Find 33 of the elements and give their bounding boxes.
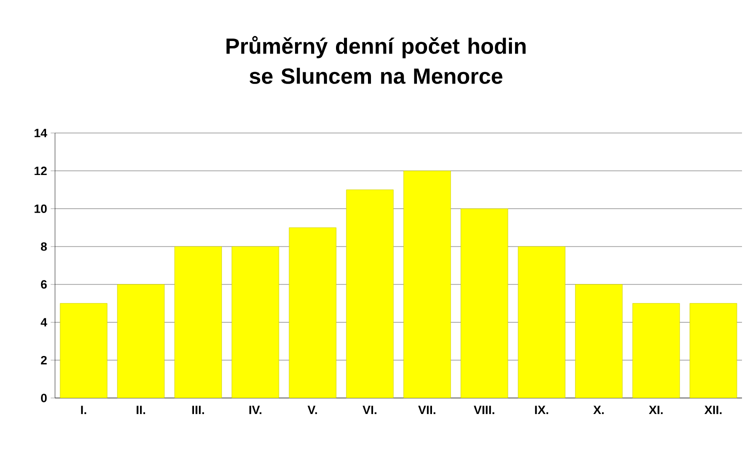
x-tick-label: V. [308, 406, 317, 414]
bar [575, 284, 623, 398]
y-tick-label: 2 [40, 356, 47, 364]
bar [690, 303, 738, 398]
x-tick-label: III. [192, 406, 204, 414]
y-tick-label: 10 [34, 204, 47, 213]
chart-title: Průměrný denní počet hodin se Sluncem na Menorce [226, 36, 526, 84]
x-tick-label: II. [136, 406, 146, 414]
bar [174, 246, 222, 398]
bar [346, 190, 394, 398]
x-tick-label: VIII. [474, 406, 494, 414]
x-tick-label: VI. [362, 406, 376, 414]
x-tick-label: I. [81, 406, 86, 414]
bar [117, 284, 165, 398]
bar [403, 170, 451, 398]
y-tick-label: 4 [40, 318, 48, 326]
x-tick-label: X. [593, 406, 604, 414]
y-tick-label: 8 [40, 242, 47, 251]
x-tick-label: XI. [648, 406, 663, 414]
bar [60, 303, 108, 398]
bar [232, 246, 280, 398]
bar [460, 208, 508, 398]
x-tick-label: XII. [704, 406, 722, 414]
bar [518, 246, 566, 398]
x-tick-label: VII. [418, 406, 436, 414]
y-tick-label: 14 [34, 128, 48, 138]
bar [632, 303, 680, 398]
y-tick-label: 6 [40, 280, 47, 289]
x-tick-label: IV. [249, 406, 262, 414]
x-tick-label: IX. [535, 406, 548, 414]
y-tick-label: 12 [34, 166, 47, 176]
bar [288, 227, 336, 398]
y-tick-label: 0 [41, 394, 47, 402]
